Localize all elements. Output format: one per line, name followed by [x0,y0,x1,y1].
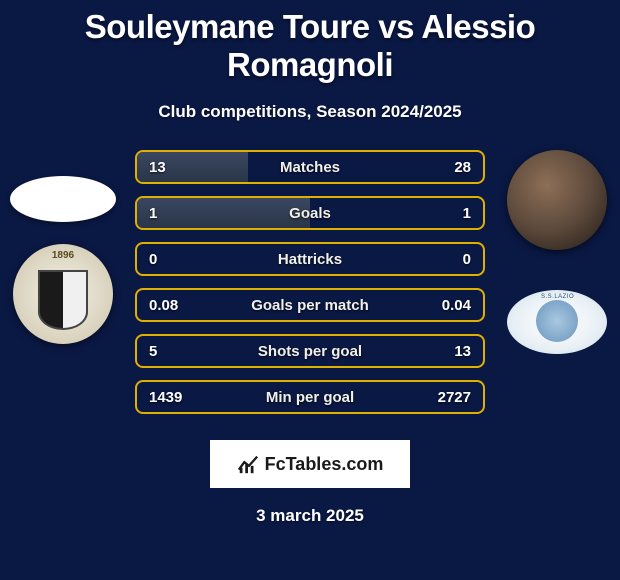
date-label: 3 march 2025 [0,506,620,526]
left-column [9,150,117,344]
stats-table: 13Matches281Goals10Hattricks00.08Goals p… [135,150,485,426]
stat-value-right: 0.04 [413,297,483,314]
source-text: FcTables.com [265,454,384,475]
stat-value-right: 28 [413,159,483,176]
stat-value-right: 0 [413,251,483,268]
comparison-card: Souleymane Toure vs Alessio Romagnoli Cl… [0,0,620,526]
player-right-avatar [507,150,607,250]
player-left-avatar [10,176,116,222]
stat-row: 0Hattricks0 [135,242,485,276]
stat-row: 5Shots per goal13 [135,334,485,368]
stat-label: Goals per match [207,297,413,314]
stat-value-right: 13 [413,343,483,360]
right-column [503,150,611,354]
source-badge: FcTables.com [210,440,410,488]
stat-label: Goals [207,205,413,222]
stat-row: 1439Min per goal2727 [135,380,485,414]
stat-value-left: 0.08 [137,297,207,314]
club-left-badge [13,244,113,344]
subtitle: Club competitions, Season 2024/2025 [0,102,620,122]
stat-label: Hattricks [207,251,413,268]
stat-value-left: 13 [137,159,207,176]
stat-value-right: 2727 [413,389,483,406]
stat-row: 1Goals1 [135,196,485,230]
stat-value-left: 5 [137,343,207,360]
stat-row: 0.08Goals per match0.04 [135,288,485,322]
stat-label: Matches [207,159,413,176]
stat-row: 13Matches28 [135,150,485,184]
club-right-badge [507,290,607,354]
content-row: 13Matches281Goals10Hattricks00.08Goals p… [0,150,620,426]
stat-label: Min per goal [207,389,413,406]
stat-value-left: 1439 [137,389,207,406]
page-title: Souleymane Toure vs Alessio Romagnoli [0,8,620,84]
stat-value-right: 1 [413,205,483,222]
stat-label: Shots per goal [207,343,413,360]
stat-value-left: 0 [137,251,207,268]
stat-value-left: 1 [137,205,207,222]
chart-icon [237,453,259,475]
